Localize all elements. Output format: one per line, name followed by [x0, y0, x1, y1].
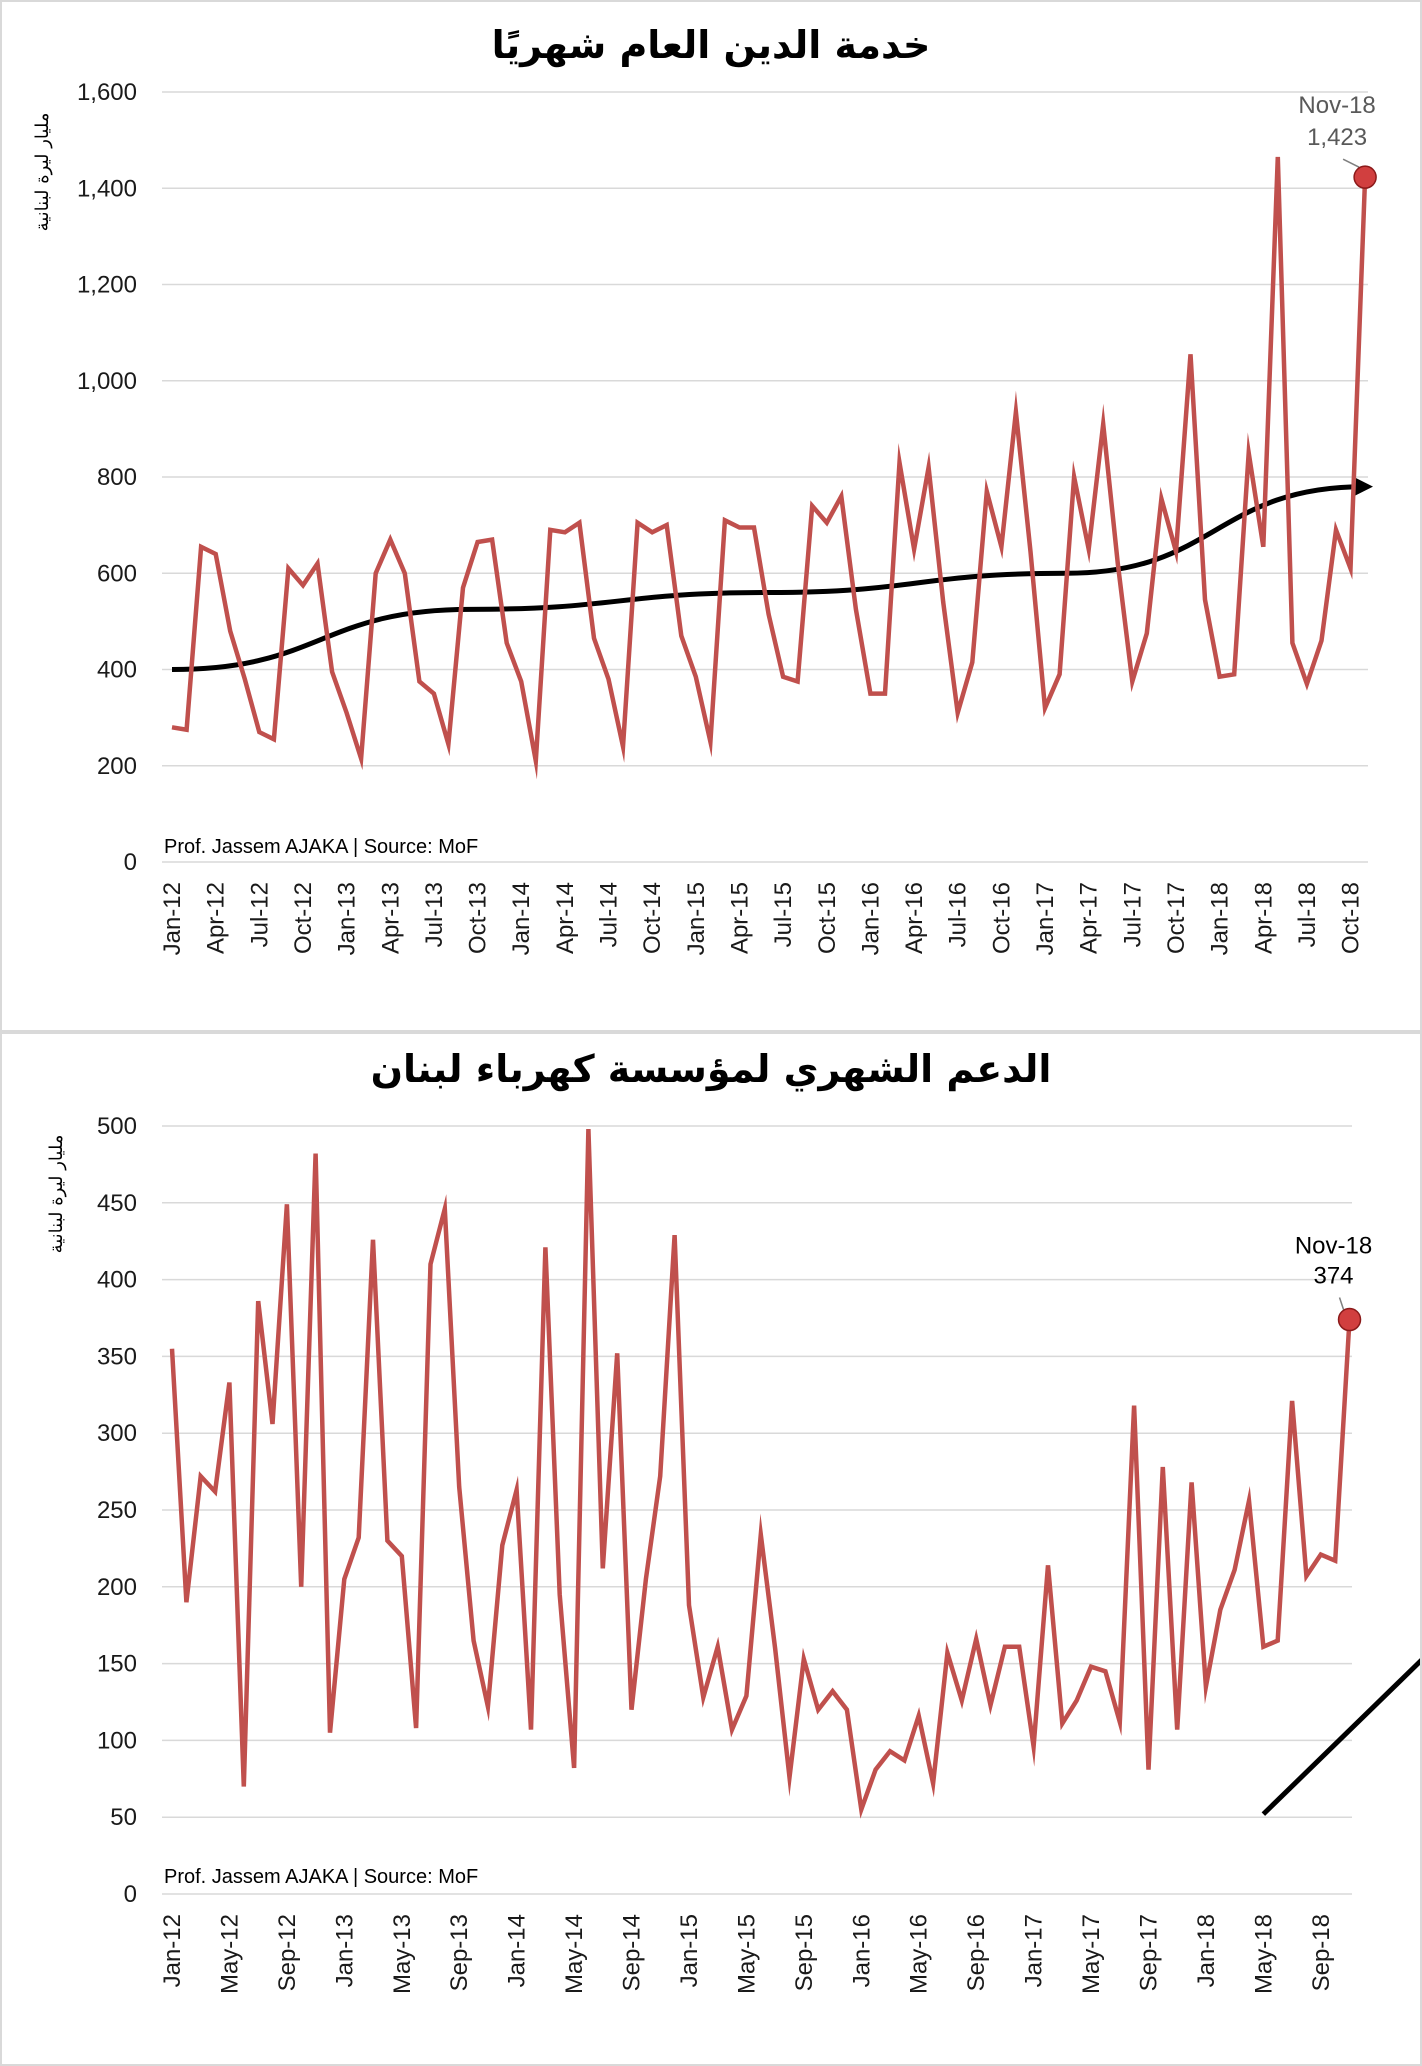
- x-tick-label: Jul-12: [246, 882, 273, 947]
- y-tick-label: 1,000: [77, 368, 137, 395]
- x-tick-label: Apr-18: [1250, 882, 1277, 954]
- x-tick-label: Jan-15: [676, 1914, 703, 1987]
- x-tick-label: May-15: [733, 1914, 760, 1994]
- annotation-label: Nov-18: [1298, 92, 1375, 119]
- x-tick-label: Jul-18: [1294, 882, 1321, 947]
- debt-service-chart: خدمة الدين العام شهريًا مليار ليرة لبنان…: [32, 23, 1377, 955]
- y-axis-label: مليار ليرة لبنانية: [32, 113, 53, 232]
- annotation-label: Nov-18: [1295, 1233, 1372, 1260]
- annotation-value: 374: [1313, 1263, 1353, 1290]
- x-tick-label: Jul-16: [945, 882, 972, 947]
- x-tick-label: Sep-12: [274, 1914, 301, 1991]
- x-tick-label: Apr-13: [377, 882, 404, 954]
- x-tick-label: Jan-18: [1207, 882, 1234, 955]
- last-point-marker: [1353, 165, 1377, 189]
- x-tick-label: May-13: [389, 1914, 416, 1994]
- x-tick-label: Sep-15: [791, 1914, 818, 1991]
- y-tick-label: 400: [97, 1267, 137, 1294]
- y-tick-label: 350: [97, 1343, 137, 1370]
- y-tick-label: 1,600: [77, 79, 137, 106]
- x-tick-label: Jan-12: [159, 882, 186, 955]
- edl-support-panel: الدعم الشهري لمؤسسة كهرباء لبنان مليار ل…: [0, 1032, 1422, 2066]
- source-credit: Prof. Jassem AJAKA | Source: MoF: [164, 836, 478, 858]
- x-tick-label: Oct-14: [639, 882, 666, 954]
- x-tick-label: Oct-13: [465, 882, 492, 954]
- y-tick-label: 500: [97, 1113, 137, 1140]
- y-tick-label: 1,200: [77, 272, 137, 299]
- x-tick-label: Oct-12: [290, 882, 317, 954]
- y-tick-label: 300: [97, 1420, 137, 1447]
- y-tick-label: 100: [97, 1727, 137, 1754]
- y-tick-label: 800: [97, 464, 137, 491]
- source-credit: Prof. Jassem AJAKA | Source: MoF: [164, 1866, 478, 1888]
- series-line: [171, 156, 1368, 780]
- x-tick-label: May-18: [1250, 1914, 1277, 1994]
- trend-arrow: [1261, 1658, 1420, 1816]
- x-tick-label: Jul-13: [421, 882, 448, 947]
- x-tick-label: Jul-17: [1119, 882, 1146, 947]
- x-tick-label: Jan-14: [508, 882, 535, 955]
- y-tick-label: 250: [97, 1497, 137, 1524]
- y-tick-label: 600: [97, 560, 137, 587]
- x-tick-label: Apr-14: [552, 882, 579, 954]
- x-tick-label: Jan-13: [331, 1914, 358, 1987]
- y-tick-label: 400: [97, 657, 137, 684]
- x-tick-label: Sep-18: [1308, 1914, 1335, 1991]
- x-tick-label: May-14: [561, 1914, 588, 1994]
- last-point-marker: [1337, 1307, 1362, 1332]
- y-tick-label: 450: [97, 1190, 137, 1217]
- x-tick-label: May-17: [1078, 1914, 1105, 1994]
- annotation-leader: [1342, 158, 1360, 168]
- y-axis-label: مليار ليرة لبنانية: [46, 1135, 67, 1254]
- x-tick-label: Sep-16: [963, 1914, 990, 1991]
- x-tick-label: Jan-15: [683, 882, 710, 955]
- y-tick-label: 200: [97, 753, 137, 780]
- x-tick-label: Jan-18: [1193, 1914, 1220, 1987]
- x-tick-label: Jan-17: [1032, 882, 1059, 955]
- x-tick-label: Oct-18: [1338, 882, 1365, 954]
- x-tick-label: Oct-16: [988, 882, 1015, 954]
- x-tick-label: Jul-14: [596, 882, 623, 947]
- x-tick-label: Jan-12: [159, 1914, 186, 1987]
- x-tick-label: Apr-17: [1076, 882, 1103, 954]
- trend-arrow: [171, 476, 1374, 672]
- x-tick-label: Jan-14: [504, 1914, 531, 1987]
- edl-support-chart: الدعم الشهري لمؤسسة كهرباء لبنان مليار ل…: [46, 1047, 1420, 1994]
- x-tick-label: May-12: [216, 1914, 243, 1994]
- x-tick-label: Jan-16: [848, 1914, 875, 1987]
- x-tick-label: Jan-16: [857, 882, 884, 955]
- y-tick-label: 0: [124, 849, 137, 876]
- chart-title: الدعم الشهري لمؤسسة كهرباء لبنان: [371, 1047, 1052, 1092]
- x-tick-label: Apr-15: [726, 882, 753, 954]
- x-tick-label: Oct-17: [1163, 882, 1190, 954]
- x-tick-label: May-16: [906, 1914, 933, 1994]
- x-tick-label: Jul-15: [770, 882, 797, 947]
- x-tick-label: Sep-14: [619, 1914, 646, 1991]
- annotation-leader: [1338, 1297, 1345, 1310]
- x-tick-label: Oct-15: [814, 882, 841, 954]
- y-tick-label: 150: [97, 1651, 137, 1678]
- annotation-value: 1,423: [1307, 124, 1367, 151]
- series-line: [169, 1129, 1352, 1819]
- x-tick-label: Sep-17: [1135, 1914, 1162, 1991]
- x-tick-label: Apr-16: [901, 882, 928, 954]
- x-tick-label: Sep-13: [446, 1914, 473, 1991]
- debt-service-panel: خدمة الدين العام شهريًا مليار ليرة لبنان…: [0, 0, 1422, 1032]
- x-tick-label: Jan-13: [334, 882, 361, 955]
- y-tick-label: 200: [97, 1574, 137, 1601]
- chart-title: خدمة الدين العام شهريًا: [492, 23, 931, 68]
- x-tick-label: Jan-17: [1021, 1914, 1048, 1987]
- y-tick-label: 50: [110, 1804, 137, 1831]
- y-tick-label: 1,400: [77, 175, 137, 202]
- x-tick-label: Apr-12: [203, 882, 230, 954]
- y-tick-label: 0: [124, 1881, 137, 1908]
